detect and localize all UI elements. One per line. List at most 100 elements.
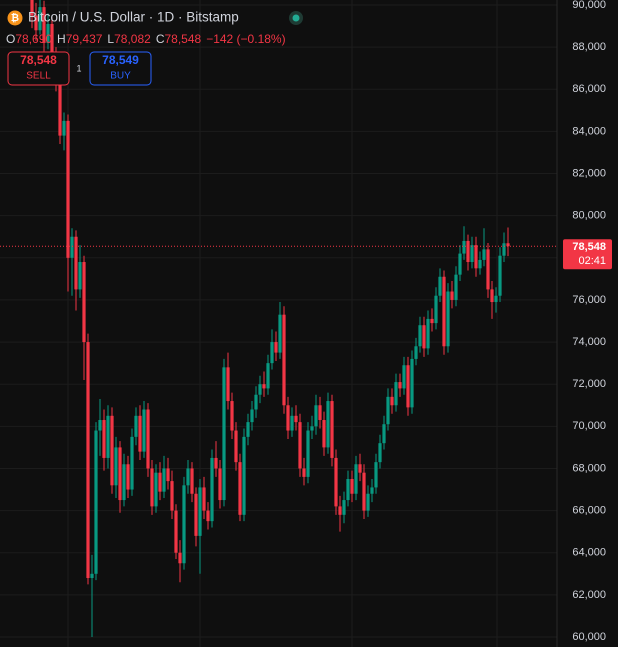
- candle-body: [170, 481, 174, 511]
- candle-body: [466, 240, 470, 263]
- y-tick-label: 88,000: [572, 41, 606, 53]
- candle-body: [342, 500, 346, 515]
- candle-body: [326, 401, 330, 448]
- y-tick-label: 80,000: [572, 210, 606, 222]
- candle-body: [234, 430, 238, 463]
- ohlc-value: 78,548: [164, 32, 201, 46]
- market-status-dot: [292, 14, 300, 22]
- candle-body: [30, 0, 34, 16]
- candle-body: [382, 424, 386, 444]
- y-tick-label: 64,000: [572, 547, 606, 559]
- candle-body: [414, 346, 418, 359]
- candle-body: [270, 342, 274, 364]
- candle-body: [254, 394, 258, 410]
- candle-body: [166, 468, 170, 482]
- candle-body: [246, 422, 250, 437]
- y-tick-label: 60,000: [572, 631, 606, 643]
- candle-body: [78, 262, 82, 290]
- symbol-title[interactable]: Bitcoin / U.S. Dollar · 1D · Bitstamp: [28, 10, 239, 25]
- candle-body: [354, 464, 358, 494]
- candle-body: [502, 243, 506, 256]
- ohlc-label: O: [6, 32, 15, 46]
- candle-body: [222, 367, 226, 501]
- candle-body: [82, 262, 86, 343]
- candle-body: [386, 396, 390, 425]
- y-tick-label: 84,000: [572, 125, 606, 137]
- sell-button[interactable]: [7, 51, 70, 86]
- candle-body: [186, 468, 190, 486]
- candle-body: [46, 23, 50, 43]
- candle-body: [146, 409, 150, 469]
- ohlc-label: L: [107, 32, 114, 46]
- y-tick-label: 90,000: [572, 0, 606, 11]
- candle-body: [374, 462, 378, 488]
- ohlc-label: H: [57, 32, 66, 46]
- candle-body: [506, 243, 510, 247]
- change: −142 (−0.18%): [206, 32, 285, 46]
- candle-body: [426, 318, 430, 349]
- candle-body: [106, 415, 110, 458]
- candle-body: [66, 120, 70, 258]
- candle-body: [458, 253, 462, 275]
- candle-body: [394, 382, 398, 406]
- candle-body: [126, 464, 130, 490]
- candle-body: [442, 276, 446, 347]
- candle-body: [362, 472, 366, 511]
- candle-body: [474, 245, 478, 269]
- candle-body: [486, 249, 490, 290]
- sell-label: SELL: [26, 71, 51, 82]
- sell-price: 78,548: [20, 53, 57, 67]
- bitcoin-icon-glyph: ₿: [11, 12, 19, 24]
- candle-body: [138, 415, 142, 452]
- buy-label: BUY: [110, 71, 131, 82]
- candle-body: [282, 314, 286, 406]
- candle-body: [250, 409, 254, 423]
- candle-body: [134, 415, 138, 437]
- y-tick-label: 74,000: [572, 336, 606, 348]
- candle-body: [454, 274, 458, 300]
- candle-body: [150, 468, 154, 507]
- candle-body: [330, 401, 334, 458]
- candle-body: [62, 120, 66, 136]
- candle-body: [238, 462, 242, 515]
- ohlc-values: O78,690 H79,437 L78,082 C78,548 −142 (−0.18%…: [6, 32, 286, 46]
- candle-body: [50, 23, 54, 56]
- candle-body: [478, 259, 482, 269]
- candle-body: [210, 457, 214, 522]
- candle-body: [122, 464, 126, 501]
- candle-body: [118, 447, 122, 501]
- buy-button[interactable]: [89, 51, 152, 86]
- candle-body: [398, 382, 402, 389]
- candle-body: [42, 7, 46, 43]
- candle-body: [130, 436, 134, 490]
- candle-body: [58, 78, 62, 136]
- last-price-label: 78,548: [572, 241, 606, 253]
- candle-body: [90, 573, 94, 579]
- quantity: 1: [76, 63, 81, 73]
- candle-body: [274, 342, 278, 353]
- candle-body: [290, 415, 294, 431]
- bitcoin-icon: [7, 10, 23, 26]
- candle-body: [498, 255, 502, 296]
- candle-body: [446, 291, 450, 347]
- buy-price: 78,549: [102, 53, 139, 67]
- y-tick-label: 72,000: [572, 378, 606, 390]
- ohlc-value: 78,690: [15, 32, 52, 46]
- candle-body: [242, 436, 246, 515]
- candle-body: [178, 552, 182, 564]
- candle-body: [38, 7, 42, 31]
- candle-body: [410, 358, 414, 408]
- candle-body: [430, 318, 434, 324]
- candle-body: [114, 447, 118, 486]
- countdown: 02:41: [578, 255, 606, 267]
- candle-body: [98, 420, 102, 431]
- candle-body: [278, 314, 282, 353]
- y-tick-label: 66,000: [572, 505, 606, 517]
- candle-body: [198, 487, 202, 536]
- candle-body: [334, 457, 338, 507]
- candle-body: [94, 430, 98, 574]
- candle-body: [202, 487, 206, 511]
- y-tick-label: 86,000: [572, 83, 606, 95]
- candle-body: [370, 487, 374, 494]
